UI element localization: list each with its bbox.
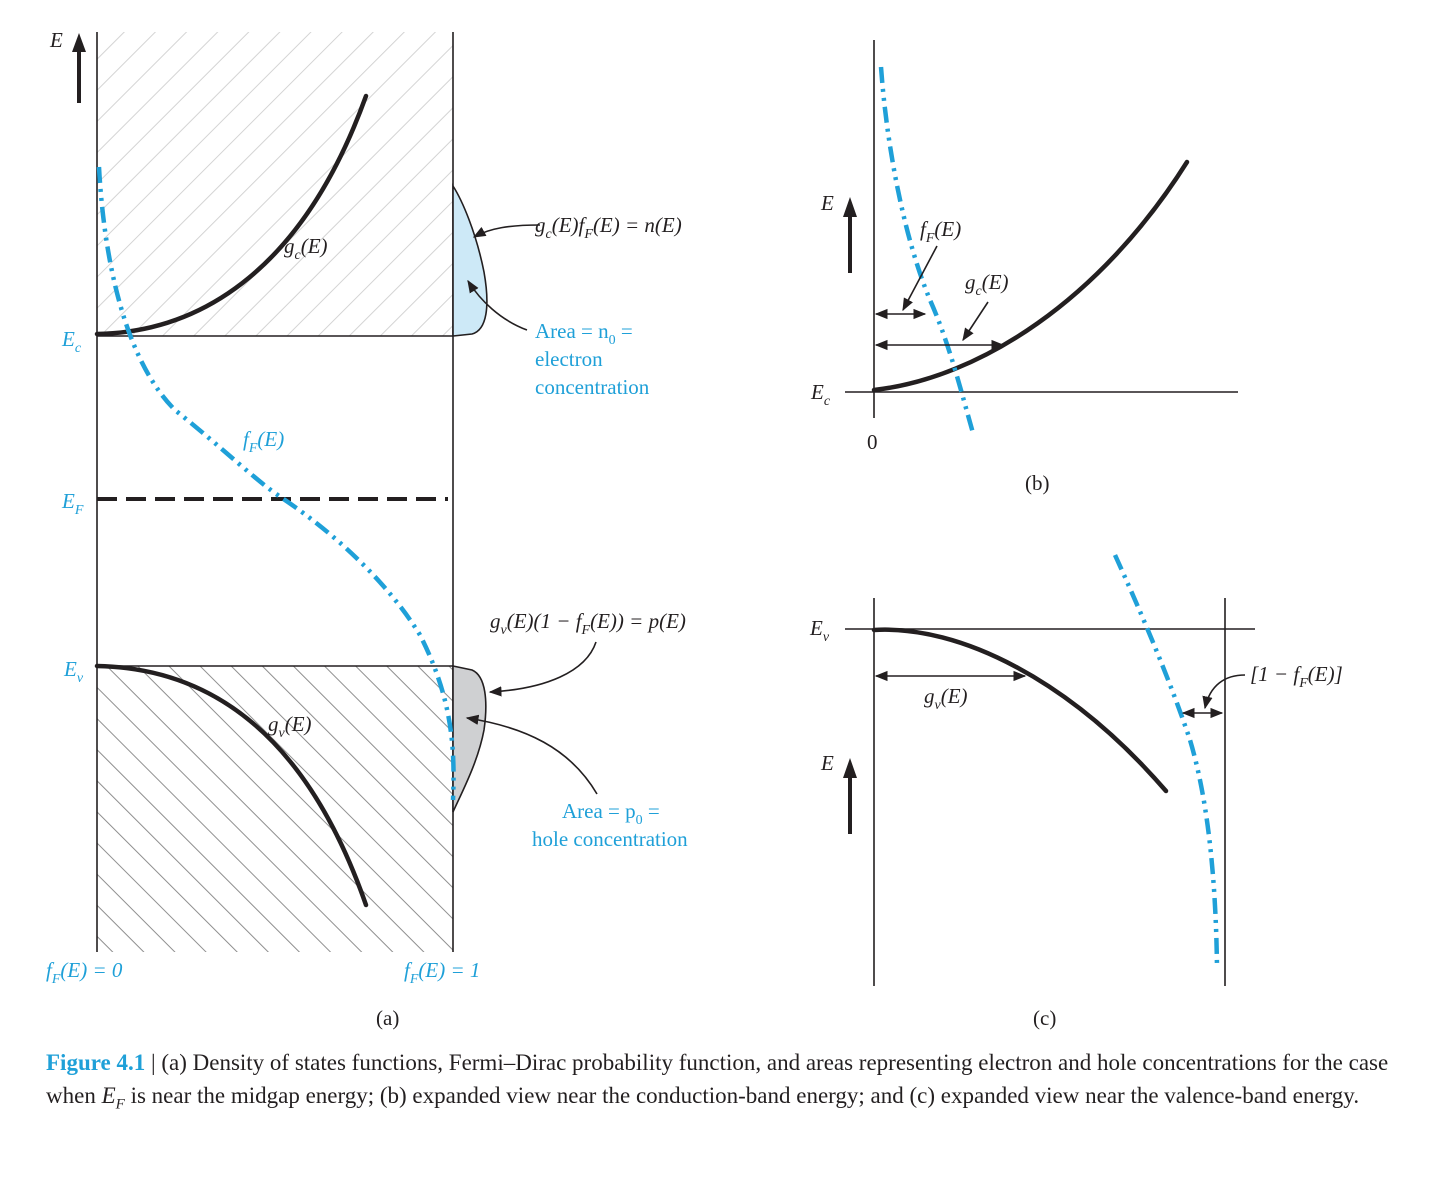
panel-b-label: (b) xyxy=(1025,471,1050,495)
hole-area-label-1: Area = p0 = xyxy=(562,799,660,828)
conduction-band-hatch xyxy=(97,32,453,336)
electron-area-fill xyxy=(452,183,488,337)
b-ff-leader xyxy=(902,245,938,312)
energy-axis-label: E xyxy=(49,28,63,52)
c-gv-curve xyxy=(871,627,1169,794)
b-energy-axis-arrow xyxy=(843,197,857,273)
b-gc-label: gc(E) xyxy=(965,270,1009,299)
panel-a: E Ec EF Ev gc(E) gv(E) fF(E) fF(E) = 0 f… xyxy=(46,28,688,1030)
b-fermi-dirac-curve xyxy=(878,66,976,434)
ff-label: fF(E) xyxy=(243,427,284,456)
panel-c-label: (c) xyxy=(1033,1006,1056,1030)
p-expression: gv(E)(1 − fF(E)) = p(E) xyxy=(490,609,686,638)
c-ev-label: Ev xyxy=(809,616,830,645)
ec-label: Ec xyxy=(61,327,82,356)
panel-a-label: (a) xyxy=(376,1006,399,1030)
gv-curve xyxy=(94,663,369,908)
b-gc-curve xyxy=(871,159,1190,393)
ff-one-label: fF(E) = 1 xyxy=(404,958,480,987)
caption-separator: | xyxy=(145,1050,162,1075)
ff-zero-label: fF(E) = 0 xyxy=(46,958,123,987)
panel-b: E fF(E) gc(E) Ec 0 (b) xyxy=(810,40,1238,495)
caption-ef-sub: F xyxy=(115,1096,125,1113)
electron-area-leader xyxy=(467,279,528,331)
gv-label: gv(E) xyxy=(268,712,312,741)
fermi-dirac-curve xyxy=(96,166,456,801)
caption-text-1: (a) Density of states functions, Fermi–D… xyxy=(46,1050,1389,1108)
figure-caption: Figure 4.1 | (a) Density of states funct… xyxy=(46,1046,1406,1122)
b-gc-leader xyxy=(962,301,989,342)
c-one-minus-leader xyxy=(1202,674,1246,710)
hole-area-leader xyxy=(465,714,598,795)
c-gv-label: gv(E) xyxy=(924,684,968,713)
hole-area-label-2: hole concentration xyxy=(532,827,688,851)
hole-area-fill xyxy=(452,665,487,813)
c-energy-axis-label: E xyxy=(820,751,834,775)
caption-text-2: is near the midgap energy; (b) expanded … xyxy=(124,1083,1360,1108)
gc-label: gc(E) xyxy=(284,234,328,263)
energy-axis-arrow xyxy=(72,33,86,103)
n-expression: gc(E)fF(E) = n(E) xyxy=(535,213,682,242)
b-zero-label: 0 xyxy=(867,430,878,454)
panel-c: E Ev gv(E) [1 − fF(E)] (c) xyxy=(809,554,1343,1030)
electron-area-label-3: concentration xyxy=(535,375,650,399)
ev-label: Ev xyxy=(63,657,84,686)
c-one-minus-fd-curve xyxy=(1112,554,1220,969)
gc-curve xyxy=(94,93,369,337)
figure-number: Figure 4.1 xyxy=(46,1050,146,1075)
figure-canvas: E Ec EF Ev gc(E) gv(E) fF(E) fF(E) = 0 f… xyxy=(46,28,1343,1030)
b-ec-label: Ec xyxy=(810,380,831,409)
electron-area-label-1: Area = n0 = xyxy=(535,319,633,348)
b-energy-axis-label: E xyxy=(820,191,834,215)
c-energy-axis-arrow xyxy=(843,758,857,834)
valence-band-hatch xyxy=(97,666,453,952)
p-expr-leader xyxy=(488,641,597,697)
electron-area-label-2: electron xyxy=(535,347,603,371)
n-expr-leader xyxy=(472,224,541,238)
c-one-minus-label: [1 − fF(E)] xyxy=(1250,662,1343,691)
ef-label: EF xyxy=(61,489,84,518)
b-ff-label: fF(E) xyxy=(920,217,961,246)
caption-ef: E xyxy=(101,1083,116,1108)
